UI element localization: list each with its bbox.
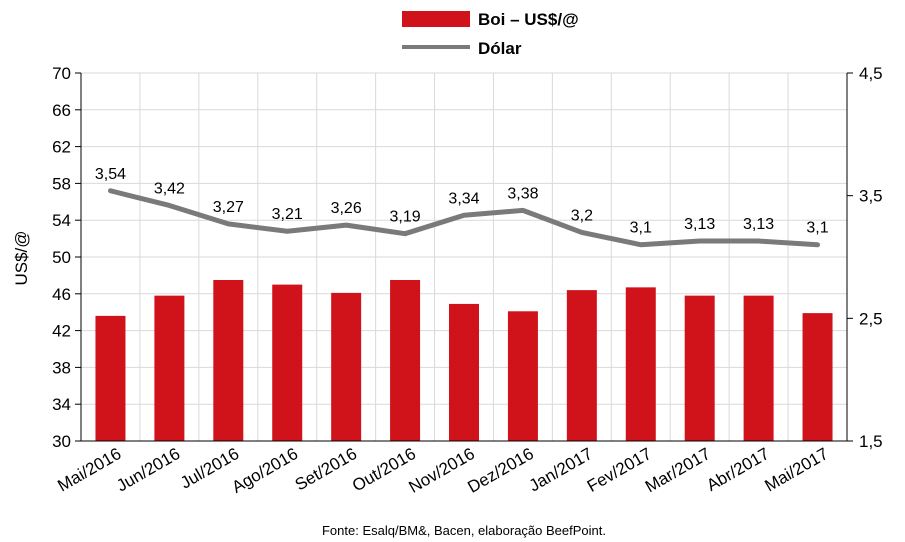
data-label: 3,26: [331, 200, 362, 217]
y-tick-label: 58: [52, 174, 71, 193]
y-tick-label: 54: [52, 211, 71, 230]
x-tick-label: Ago/2016: [229, 444, 302, 497]
bar: [449, 303, 479, 441]
bar-series: [95, 280, 833, 441]
y2-tick-label: 2,5: [859, 309, 883, 328]
legend-swatch-boi: [402, 11, 470, 27]
bar: [390, 280, 421, 441]
data-label: 3,34: [448, 190, 479, 207]
bar: [507, 311, 538, 441]
bar: [213, 280, 244, 441]
legend-label-boi: Boi – US$/@: [478, 10, 579, 29]
bar: [743, 295, 774, 441]
y-tick-label: 70: [52, 64, 71, 83]
bar: [331, 292, 362, 441]
y-tick-label: 42: [52, 322, 71, 341]
bar: [625, 287, 656, 441]
x-tick-label: Set/2016: [292, 444, 360, 494]
y-tick-label: 62: [52, 138, 71, 157]
x-tick-label: Abr/2017: [703, 444, 772, 495]
y2-tick-label: 4,5: [859, 64, 883, 83]
bar: [566, 290, 597, 441]
y-tick-label: 34: [52, 395, 71, 414]
line-data-labels: 3,54 3,42 3,27 3,21 3,26 3,19 3,34 3,38 3,2 3,1 3,…: [95, 166, 829, 237]
y-tick-label: 66: [52, 101, 71, 120]
y-axis-label: US$/@: [12, 230, 31, 285]
data-label: 3,42: [154, 180, 185, 197]
y2-tick-label: 1,5: [859, 432, 883, 451]
y-tick-label: 50: [52, 248, 71, 267]
data-label: 3,19: [390, 209, 421, 226]
bar: [684, 295, 715, 441]
bar: [272, 284, 303, 441]
data-label: 3,54: [95, 166, 126, 183]
bar: [154, 295, 185, 441]
y2-tick-label: 3,5: [859, 187, 883, 206]
y-tick-label: 46: [52, 285, 71, 304]
data-label: 3,1: [806, 220, 828, 237]
x-tick-label: Mai/2016: [54, 444, 124, 495]
data-label: 3,2: [571, 207, 593, 224]
data-label: 3,38: [507, 185, 538, 202]
x-tick-label: Mar/2017: [642, 444, 714, 496]
x-tick-label: Jun/2016: [113, 444, 183, 495]
data-label: 3,13: [684, 216, 715, 233]
y-tick-label: 38: [52, 358, 71, 377]
y2-axis-ticks: 1,5 2,5 3,5 4,5: [847, 64, 883, 451]
data-label: 3,27: [213, 199, 244, 216]
x-tick-label: Nov/2016: [405, 444, 478, 497]
data-label: 3,13: [743, 216, 774, 233]
bar: [95, 315, 126, 441]
dolar-line: [107, 188, 821, 248]
x-axis-ticks: Mai/2016Jun/2016Jul/2016Ago/2016Set/2016…: [54, 444, 831, 497]
data-label: 3,21: [272, 206, 303, 223]
y-tick-label: 30: [52, 432, 71, 451]
x-tick-label: Dez/2016: [464, 444, 537, 497]
line-series: [107, 188, 821, 248]
x-tick-label: Mai/2017: [761, 444, 831, 495]
legend: Boi – US$/@ Dólar: [402, 10, 579, 58]
x-tick-label: Fev/2017: [584, 444, 655, 496]
y-axis-ticks: 30 34 38 42 46 50 54 58 62 66 70: [52, 64, 81, 451]
x-tick-label: Jan/2017: [526, 444, 596, 495]
bar: [802, 313, 833, 441]
legend-label-dolar: Dólar: [478, 39, 522, 58]
source-note: Fonte: Esalq/BM&, Bacen, elaboração Beef…: [322, 523, 606, 538]
data-label: 3,1: [630, 220, 652, 237]
